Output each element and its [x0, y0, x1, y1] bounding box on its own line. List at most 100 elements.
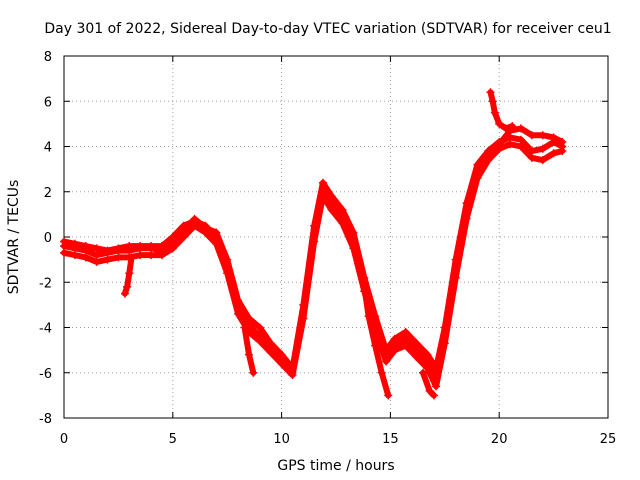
data-point [310, 230, 319, 239]
data-point [490, 108, 499, 117]
y-tick-label: -8 [39, 412, 52, 427]
plot-frame [63, 55, 609, 419]
series-4 [240, 323, 258, 377]
x-tick-label: 0 [60, 432, 68, 447]
data-point [495, 119, 504, 128]
data-point [123, 282, 132, 291]
data-point [127, 253, 136, 262]
data-point [81, 253, 90, 262]
data-point [234, 303, 243, 312]
data-point [70, 239, 79, 248]
series-2 [60, 124, 567, 382]
x-axis-label: GPS time / hours [277, 458, 394, 474]
series-line [487, 89, 516, 132]
data-point [147, 242, 156, 251]
series-1 [60, 140, 567, 391]
y-axis-label: SDTVAR / TECUs [6, 180, 22, 295]
data-point [201, 221, 210, 230]
data-point [462, 205, 471, 214]
data-point [60, 237, 68, 246]
data-point [558, 137, 567, 146]
data-point [506, 140, 515, 149]
data-point [92, 257, 101, 266]
data-point [451, 264, 460, 273]
data-point [390, 341, 399, 350]
data-point [125, 242, 134, 251]
data-point [401, 328, 410, 337]
data-point [179, 221, 188, 230]
data-point [147, 251, 156, 260]
data-point [538, 144, 547, 153]
data-point [60, 248, 68, 257]
data-point [277, 355, 286, 364]
data-point [516, 124, 525, 133]
data-point [558, 147, 567, 156]
data-point [423, 357, 432, 366]
data-point [371, 341, 380, 350]
data-point [103, 246, 112, 255]
y-tick-label: -6 [39, 367, 52, 382]
data-point [390, 334, 399, 343]
data-point [473, 167, 482, 176]
data-point [382, 350, 391, 359]
x-tick-label: 10 [273, 432, 290, 447]
data-point [179, 233, 188, 241]
chart-title: Day 301 of 2022, Sidereal Day-to-day VTE… [44, 21, 611, 37]
data-point [92, 251, 101, 260]
data-point [338, 212, 347, 221]
data-point [266, 343, 275, 352]
data-point [419, 368, 428, 377]
data-point [103, 255, 112, 264]
data-point [516, 135, 525, 144]
data-point [360, 282, 369, 291]
data-point [114, 244, 123, 253]
data-point [223, 260, 232, 269]
data-point [527, 153, 536, 162]
x-tick-label: 15 [382, 432, 399, 447]
x-tick-label: 25 [600, 432, 617, 447]
data-point [288, 366, 297, 375]
y-tick-labels: -8 -6 -4 -2 0 2 4 6 8 [39, 50, 52, 427]
data-point [136, 251, 145, 260]
x-tick-label: 20 [491, 432, 508, 447]
data-point [240, 323, 249, 332]
data-point [249, 368, 258, 377]
data-point [429, 391, 438, 400]
data-point [212, 233, 221, 241]
x-tick-label: 5 [169, 432, 177, 447]
data-point [527, 131, 536, 140]
data-point [538, 131, 547, 140]
data-point [495, 140, 504, 149]
series-group [60, 88, 567, 400]
grid [64, 56, 608, 418]
data-point [114, 253, 123, 262]
data-point [549, 133, 558, 142]
y-tick-label: 2 [44, 186, 52, 201]
data-point [120, 289, 129, 298]
data-point [538, 156, 547, 165]
series-line [121, 254, 135, 297]
data-point [382, 357, 391, 366]
data-point [255, 332, 264, 341]
data-point [92, 244, 101, 253]
data-point [377, 368, 386, 377]
data-point [501, 124, 510, 133]
data-point [432, 382, 441, 391]
data-point [168, 244, 177, 253]
data-point [168, 233, 177, 241]
series-6 [419, 368, 438, 400]
data-point [81, 242, 90, 251]
data-point [255, 323, 264, 332]
y-tick-label: 0 [44, 231, 52, 246]
y-tick-label: 8 [44, 50, 52, 65]
x-tick-labels: 0 5 10 15 20 25 [60, 432, 616, 447]
data-point [136, 242, 145, 251]
series-7 [486, 88, 517, 133]
data-point [70, 251, 79, 260]
data-point [412, 346, 421, 355]
data-point [401, 334, 410, 343]
data-point [349, 235, 358, 244]
data-point [125, 269, 134, 278]
data-point [327, 199, 336, 208]
